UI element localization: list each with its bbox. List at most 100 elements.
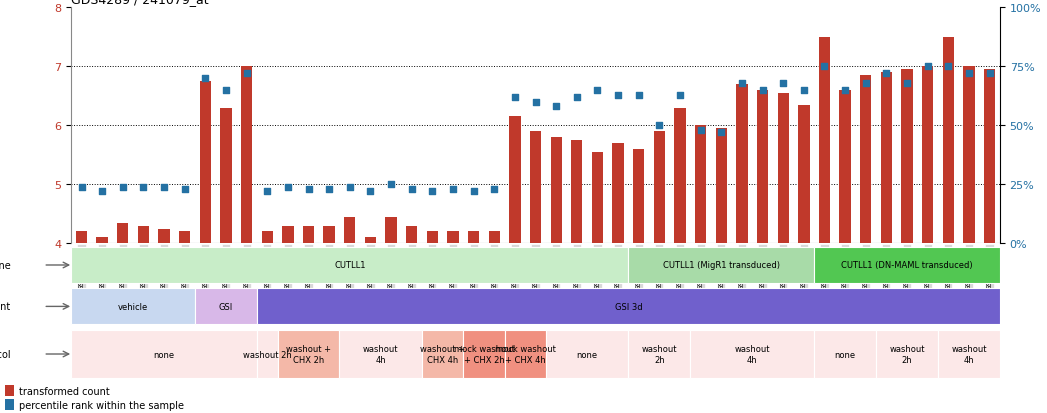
Text: CUTLL1 (DN-MAML transduced): CUTLL1 (DN-MAML transduced) bbox=[841, 261, 973, 270]
Text: GSI 3d: GSI 3d bbox=[615, 302, 642, 311]
Text: percentile rank within the sample: percentile rank within the sample bbox=[19, 400, 184, 410]
Bar bbox=[876, 330, 938, 378]
Bar bbox=[815, 247, 1000, 283]
Text: washout +
CHX 4h: washout + CHX 4h bbox=[420, 344, 465, 364]
Bar bbox=[922, 67, 933, 244]
Bar bbox=[385, 217, 397, 244]
Bar bbox=[71, 289, 195, 325]
Bar bbox=[324, 226, 335, 244]
Bar bbox=[195, 289, 257, 325]
Point bbox=[775, 80, 792, 87]
Bar bbox=[406, 226, 418, 244]
Bar bbox=[592, 152, 603, 244]
Bar bbox=[257, 330, 277, 378]
Bar bbox=[5, 385, 14, 396]
Point bbox=[300, 186, 317, 193]
Bar bbox=[840, 91, 851, 244]
Text: none: none bbox=[834, 350, 855, 358]
Bar bbox=[257, 289, 1000, 325]
Bar bbox=[447, 232, 459, 244]
Bar bbox=[509, 117, 520, 244]
Point bbox=[135, 184, 152, 190]
Point bbox=[569, 95, 585, 101]
Bar bbox=[75, 232, 87, 244]
Point bbox=[960, 71, 977, 78]
Bar bbox=[628, 330, 690, 378]
Point bbox=[507, 95, 524, 101]
Point bbox=[218, 88, 235, 94]
Bar bbox=[468, 232, 480, 244]
Point bbox=[176, 186, 193, 193]
Point bbox=[981, 71, 998, 78]
Text: cell line: cell line bbox=[0, 260, 10, 271]
Point bbox=[465, 189, 482, 195]
Bar bbox=[505, 330, 545, 378]
Bar bbox=[220, 108, 231, 244]
Bar bbox=[200, 82, 211, 244]
Point bbox=[114, 184, 131, 190]
Point bbox=[239, 71, 255, 78]
Text: GSI: GSI bbox=[219, 302, 233, 311]
Bar bbox=[674, 108, 686, 244]
Point bbox=[919, 64, 936, 71]
Point bbox=[898, 80, 915, 87]
Point bbox=[837, 88, 853, 94]
Bar bbox=[179, 232, 191, 244]
Point bbox=[259, 189, 275, 195]
Bar bbox=[464, 330, 505, 378]
Point bbox=[692, 127, 709, 134]
Bar bbox=[984, 70, 996, 244]
Text: CUTLL1: CUTLL1 bbox=[334, 261, 365, 270]
Point bbox=[424, 189, 441, 195]
Bar bbox=[715, 129, 727, 244]
Bar bbox=[881, 73, 892, 244]
Bar bbox=[241, 67, 252, 244]
Bar bbox=[551, 138, 562, 244]
Point bbox=[383, 182, 400, 188]
Bar bbox=[938, 330, 1000, 378]
Bar bbox=[5, 399, 14, 410]
Point bbox=[197, 76, 214, 82]
Point bbox=[341, 184, 358, 190]
Text: GDS4289 / 241079_at: GDS4289 / 241079_at bbox=[71, 0, 208, 6]
Bar bbox=[653, 132, 665, 244]
Point bbox=[548, 104, 564, 110]
Bar bbox=[530, 132, 541, 244]
Text: washout
4h: washout 4h bbox=[951, 344, 986, 364]
Bar bbox=[427, 232, 438, 244]
Bar bbox=[344, 217, 356, 244]
Bar bbox=[71, 247, 628, 283]
Text: transformed count: transformed count bbox=[19, 386, 110, 396]
Point bbox=[671, 92, 688, 99]
Point bbox=[754, 88, 771, 94]
Text: agent: agent bbox=[0, 301, 10, 312]
Bar bbox=[819, 38, 830, 244]
Point bbox=[528, 99, 544, 106]
Text: washout
4h: washout 4h bbox=[363, 344, 399, 364]
Point bbox=[857, 80, 874, 87]
Bar bbox=[138, 226, 149, 244]
Text: washout
4h: washout 4h bbox=[735, 344, 770, 364]
Text: washout
2h: washout 2h bbox=[889, 344, 925, 364]
Point bbox=[280, 184, 296, 190]
Text: none: none bbox=[154, 350, 175, 358]
Bar bbox=[628, 247, 815, 283]
Bar bbox=[901, 70, 913, 244]
Bar bbox=[572, 141, 582, 244]
Bar bbox=[262, 232, 273, 244]
Point bbox=[734, 80, 751, 87]
Bar bbox=[860, 76, 871, 244]
Point bbox=[589, 88, 606, 94]
Bar bbox=[778, 94, 788, 244]
Point bbox=[403, 186, 420, 193]
Bar bbox=[690, 330, 815, 378]
Bar bbox=[422, 330, 464, 378]
Bar bbox=[963, 67, 975, 244]
Bar bbox=[757, 91, 768, 244]
Point bbox=[445, 186, 462, 193]
Point bbox=[878, 71, 895, 78]
Text: protocol: protocol bbox=[0, 349, 10, 359]
Bar bbox=[277, 330, 339, 378]
Bar bbox=[71, 330, 257, 378]
Text: none: none bbox=[577, 350, 598, 358]
